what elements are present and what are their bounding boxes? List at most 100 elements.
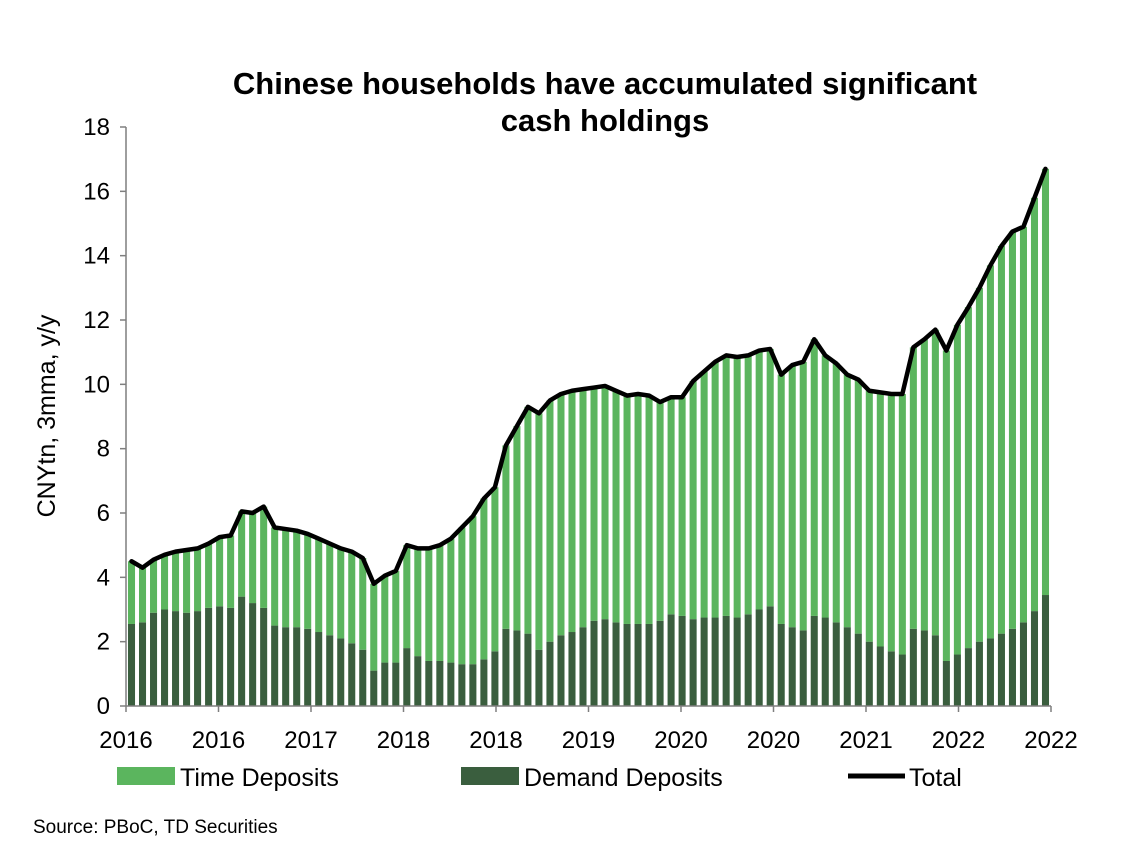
bar-demand-deposits bbox=[403, 648, 411, 706]
bar-time-deposits bbox=[216, 537, 224, 607]
bar-time-deposits bbox=[942, 350, 950, 661]
bar-demand-deposits bbox=[271, 625, 279, 706]
bar-time-deposits bbox=[194, 548, 202, 612]
bar-time-deposits bbox=[766, 348, 774, 607]
x-tick-label: 2016 bbox=[192, 727, 245, 754]
bar-time-deposits bbox=[777, 374, 785, 624]
bar-time-deposits bbox=[260, 506, 268, 608]
bar-demand-deposits bbox=[656, 620, 664, 706]
bar-time-deposits bbox=[986, 265, 994, 639]
bar-demand-deposits bbox=[524, 633, 532, 707]
bar-demand-deposits bbox=[227, 607, 235, 706]
bar-time-deposits bbox=[414, 548, 422, 657]
bar-demand-deposits bbox=[293, 627, 301, 706]
total-line-layer bbox=[129, 166, 1048, 587]
bar-demand-deposits bbox=[502, 628, 510, 706]
bar-demand-deposits bbox=[557, 635, 565, 706]
bar-demand-deposits bbox=[590, 620, 598, 706]
bar-time-deposits bbox=[138, 567, 147, 623]
bar-demand-deposits bbox=[843, 627, 851, 706]
bar-time-deposits bbox=[458, 527, 466, 665]
bar-demand-deposits bbox=[579, 627, 587, 706]
bar-demand-deposits bbox=[458, 664, 466, 706]
bar-demand-deposits bbox=[942, 660, 950, 706]
y-axis-label: CNYtn, 3mma, y/y bbox=[33, 314, 61, 517]
bar-demand-deposits bbox=[777, 623, 785, 706]
bar-time-deposits bbox=[403, 545, 411, 649]
bar-demand-deposits bbox=[997, 633, 1005, 707]
series-line-total bbox=[129, 166, 1048, 587]
bar-demand-deposits bbox=[161, 609, 169, 706]
bar-demand-deposits bbox=[623, 623, 631, 706]
bar-time-deposits bbox=[392, 570, 400, 663]
x-tick-label: 2020 bbox=[654, 727, 707, 754]
bar-demand-deposits bbox=[260, 607, 268, 706]
bar-time-deposits bbox=[480, 498, 488, 660]
axes-layer bbox=[120, 126, 1052, 712]
legend-swatch-demand-deposits bbox=[461, 767, 519, 785]
x-tick-label: 2018 bbox=[377, 727, 430, 754]
bar-time-deposits bbox=[865, 390, 873, 642]
x-tick-label: 2022 bbox=[1024, 727, 1077, 754]
bar-time-deposits bbox=[1030, 197, 1039, 612]
bar-demand-deposits bbox=[832, 622, 840, 706]
bar-time-deposits bbox=[579, 389, 587, 628]
bar-time-deposits bbox=[150, 559, 158, 613]
chart-title-line-2: cash holdings bbox=[501, 103, 709, 138]
bar-time-deposits bbox=[634, 393, 642, 624]
bar-demand-deposits bbox=[568, 632, 576, 706]
bar-time-deposits bbox=[711, 361, 719, 618]
legend: Time Deposits Demand Deposits Total bbox=[117, 764, 962, 792]
bar-time-deposits bbox=[513, 426, 521, 631]
bar-demand-deposits bbox=[447, 662, 455, 706]
chart-title-line-1: Chinese households have accumulated sign… bbox=[233, 66, 977, 101]
bar-time-deposits bbox=[161, 554, 169, 610]
y-tick-label: 8 bbox=[97, 436, 110, 463]
bar-demand-deposits bbox=[414, 656, 422, 706]
bar-time-deposits bbox=[645, 395, 653, 624]
y-tick-labels: 0 2 4 6 8 10 12 14 16 18 bbox=[83, 114, 110, 720]
bar-time-deposits bbox=[447, 538, 455, 663]
bar-demand-deposits bbox=[799, 630, 807, 706]
bars-layer bbox=[127, 168, 1050, 707]
bar-demand-deposits bbox=[1041, 595, 1050, 706]
bar-demand-deposits bbox=[953, 654, 961, 706]
bar-time-deposits bbox=[1041, 168, 1050, 596]
bar-time-deposits bbox=[425, 548, 433, 661]
x-tick-label: 2018 bbox=[469, 727, 522, 754]
bar-time-deposits bbox=[601, 385, 609, 620]
bar-demand-deposits bbox=[876, 646, 884, 706]
bar-time-deposits bbox=[843, 374, 851, 628]
bar-time-deposits bbox=[359, 558, 367, 650]
bar-time-deposits bbox=[436, 545, 444, 661]
bar-demand-deposits bbox=[678, 615, 686, 706]
bar-time-deposits bbox=[557, 393, 565, 636]
bar-time-deposits bbox=[964, 307, 972, 649]
bar-demand-deposits bbox=[733, 617, 741, 706]
bar-demand-deposits bbox=[810, 615, 818, 706]
bar-time-deposits bbox=[953, 324, 961, 655]
bar-demand-deposits bbox=[909, 628, 917, 706]
bar-demand-deposits bbox=[337, 638, 345, 706]
bar-demand-deposits bbox=[425, 660, 433, 706]
bar-time-deposits bbox=[832, 363, 840, 623]
bar-demand-deposits bbox=[370, 670, 378, 706]
bar-demand-deposits bbox=[183, 612, 191, 706]
bar-demand-deposits bbox=[1008, 628, 1016, 706]
bar-demand-deposits bbox=[172, 611, 180, 706]
bar-time-deposits bbox=[326, 543, 334, 636]
bar-time-deposits bbox=[744, 355, 752, 615]
bar-time-deposits bbox=[337, 548, 345, 639]
y-tick-label: 2 bbox=[97, 629, 110, 656]
x-tick-labels: 2016 2016 2017 2018 2018 2019 2020 2020 2021 2022… bbox=[99, 727, 1077, 754]
bar-demand-deposits bbox=[689, 619, 697, 706]
bar-time-deposits bbox=[975, 287, 983, 642]
bar-demand-deposits bbox=[700, 617, 708, 706]
bar-time-deposits bbox=[898, 393, 906, 655]
bar-time-deposits bbox=[788, 365, 796, 628]
bar-demand-deposits bbox=[194, 611, 202, 706]
bar-demand-deposits bbox=[480, 659, 488, 706]
bar-time-deposits bbox=[282, 529, 290, 628]
y-tick-label: 14 bbox=[83, 243, 110, 270]
